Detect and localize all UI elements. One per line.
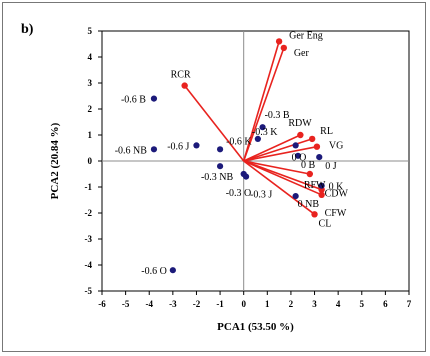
score-label: 0 O bbox=[292, 152, 307, 163]
figure-frame bbox=[2, 2, 426, 352]
loading-vector-tip bbox=[297, 131, 304, 139]
loading-vector-line bbox=[243, 160, 322, 196]
y-tick-label: 2 bbox=[88, 104, 93, 114]
score-label: -0.6 O bbox=[141, 266, 167, 277]
loading-vector-line bbox=[242, 47, 285, 162]
x-tick-label: -6 bbox=[98, 299, 106, 309]
x-tick-label: 0 bbox=[241, 299, 246, 309]
x-tick-label: 1 bbox=[265, 299, 270, 309]
y-tick-label: 3 bbox=[88, 78, 93, 88]
loading-label: RDW bbox=[288, 118, 312, 129]
y-tick-label: 5 bbox=[88, 26, 93, 36]
score-point bbox=[316, 154, 323, 161]
score-label: 0 K bbox=[329, 182, 345, 193]
score-label: 0 J bbox=[325, 161, 337, 172]
loading-label: RCR bbox=[171, 70, 191, 81]
y-tick-label: -1 bbox=[85, 182, 93, 192]
score-point bbox=[150, 95, 158, 102]
x-tick-label: 7 bbox=[407, 299, 412, 309]
x-axis-title: PCA1 (53.50 %) bbox=[217, 321, 294, 333]
score-label: -0.3 K bbox=[252, 127, 278, 138]
score-point bbox=[193, 142, 200, 149]
score-point bbox=[292, 193, 299, 200]
x-tick-label: -1 bbox=[216, 299, 224, 309]
loading-vector-line bbox=[243, 160, 310, 175]
score-point bbox=[216, 163, 224, 170]
x-tick-label: 6 bbox=[383, 299, 388, 309]
loading-vector-line bbox=[243, 160, 316, 215]
loading-label: CFW bbox=[325, 208, 347, 219]
score-label: -0.6 NB bbox=[115, 145, 148, 156]
loading-vector-tip bbox=[306, 170, 314, 178]
loading-label: CL bbox=[319, 218, 332, 229]
y-axis-title: PCA2 (20.84 %) bbox=[49, 122, 61, 199]
score-label: -0.3 J bbox=[250, 190, 272, 201]
score-label: -0.3 O bbox=[226, 188, 252, 199]
y-tick-label: -5 bbox=[85, 286, 93, 296]
x-tick-label: -2 bbox=[193, 299, 201, 309]
score-label: -0.6 B bbox=[121, 95, 146, 106]
score-label: 0 NB bbox=[298, 199, 320, 210]
loading-vector-line bbox=[243, 145, 318, 162]
score-point bbox=[169, 267, 176, 274]
score-label: -0.6 K bbox=[226, 136, 252, 147]
score-point bbox=[254, 135, 261, 142]
x-tick-label: -5 bbox=[122, 299, 130, 309]
loading-vectors bbox=[181, 38, 325, 218]
score-label: -0.3 NB bbox=[201, 172, 234, 183]
loading-label: RL bbox=[320, 126, 333, 137]
loading-vector-tip bbox=[308, 135, 316, 143]
score-point bbox=[292, 142, 299, 149]
score-point bbox=[242, 173, 250, 180]
loading-vector-tip bbox=[280, 44, 288, 52]
loading-vector-tip bbox=[275, 38, 283, 45]
loading-label: VG bbox=[329, 141, 343, 152]
loading-vector-line bbox=[184, 85, 245, 162]
score-point bbox=[216, 146, 224, 153]
score-point bbox=[259, 124, 266, 131]
y-tick-label: -2 bbox=[85, 208, 93, 218]
loading-vector-line bbox=[243, 134, 301, 162]
x-tick-label: 3 bbox=[312, 299, 317, 309]
score-label: 0 B bbox=[301, 160, 316, 171]
x-tick-label: 5 bbox=[360, 299, 365, 309]
x-tick-label: 4 bbox=[336, 299, 341, 309]
loading-label: RFW bbox=[304, 180, 326, 191]
x-tick-label: -4 bbox=[145, 299, 153, 309]
loading-label: Ger Eng bbox=[289, 30, 323, 41]
axes-group: -6 -5 -4 -3 -2 -1 0 1 2 3 4 5 6 7 -5 -4 -3 -2 -1 0 1 2 3 4 5 bbox=[85, 26, 412, 309]
score-point bbox=[150, 146, 158, 153]
loading-label: CDW bbox=[325, 189, 349, 200]
score-label: -0.6 J bbox=[167, 141, 189, 152]
x-tick-label: -3 bbox=[169, 299, 177, 309]
y-tick-label: 0 bbox=[88, 156, 93, 166]
y-tick-label: 1 bbox=[88, 130, 93, 140]
loading-vector-tip bbox=[311, 211, 318, 218]
x-tick-label: 2 bbox=[289, 299, 294, 309]
panel-label: b) bbox=[21, 22, 34, 37]
loading-vector-tip bbox=[318, 191, 325, 198]
loading-vector-line bbox=[242, 41, 280, 162]
loading-vector-tip bbox=[313, 143, 321, 150]
score-label: -0.3 B bbox=[265, 110, 290, 121]
loading-vector-line bbox=[243, 138, 313, 162]
loading-label: Ger bbox=[294, 48, 310, 59]
score-point bbox=[318, 182, 325, 189]
score-points bbox=[150, 95, 325, 274]
y-tick-label: 4 bbox=[88, 52, 93, 62]
score-point bbox=[294, 152, 302, 159]
loading-vector-tip bbox=[181, 82, 188, 89]
y-tick-label: -3 bbox=[85, 234, 93, 244]
y-tick-label: -4 bbox=[85, 260, 93, 270]
